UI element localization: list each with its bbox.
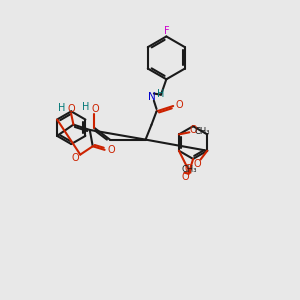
Text: O: O — [189, 125, 197, 135]
Text: O: O — [92, 104, 99, 114]
Text: O: O — [185, 164, 193, 174]
Text: N: N — [148, 92, 155, 102]
Text: CH₃: CH₃ — [182, 165, 197, 174]
Text: F: F — [164, 26, 169, 36]
Text: H: H — [58, 103, 65, 113]
Text: H: H — [82, 102, 89, 112]
Text: O: O — [181, 172, 189, 182]
Text: O: O — [71, 153, 79, 163]
Text: O: O — [194, 159, 201, 169]
Text: O: O — [176, 100, 184, 110]
Text: H: H — [157, 89, 165, 99]
Text: CH₃: CH₃ — [195, 127, 211, 136]
Text: O: O — [67, 103, 75, 113]
Text: O: O — [107, 146, 115, 155]
